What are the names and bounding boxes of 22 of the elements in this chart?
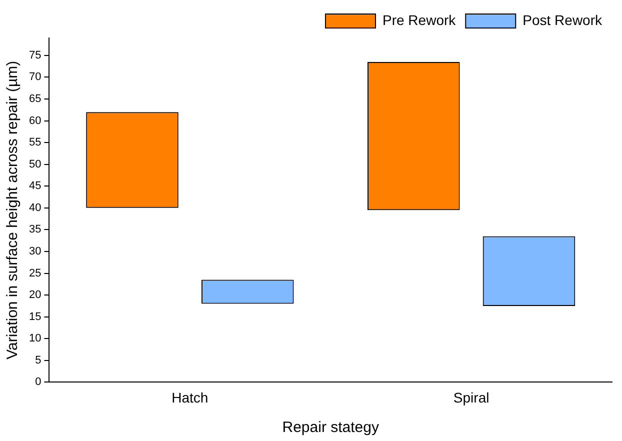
y-tick-label: 70	[28, 71, 42, 84]
legend-label: Post Rework	[522, 12, 603, 28]
x-axis-title: Repair stategy	[282, 419, 380, 436]
y-tick-label: 30	[28, 246, 42, 258]
y-tick-label: 60	[28, 114, 42, 127]
x-tick-label: Hatch	[172, 389, 208, 406]
y-tick-label: 35	[28, 224, 42, 236]
y-tick-label: 50	[28, 158, 42, 170]
y-tick-label: 40	[28, 202, 42, 214]
x-tick-label: Spiral	[453, 389, 490, 406]
y-tick-label: 0	[35, 376, 42, 388]
y-tick-label: 25	[28, 267, 42, 280]
legend-label: Pre Rework	[382, 12, 457, 28]
y-axis-title: Variation in surface height across repair (µm)	[4, 60, 22, 360]
y-tick-label: 20	[28, 289, 42, 302]
y-tick-label: 10	[28, 332, 42, 345]
y-tick-label: 15	[28, 310, 42, 323]
y-tick-label: 5	[35, 354, 42, 366]
y-tick-label: 75	[28, 49, 42, 62]
y-tick-label: 45	[28, 180, 42, 192]
y-tick-label: 65	[28, 93, 42, 106]
y-tick-label: 55	[28, 136, 42, 149]
